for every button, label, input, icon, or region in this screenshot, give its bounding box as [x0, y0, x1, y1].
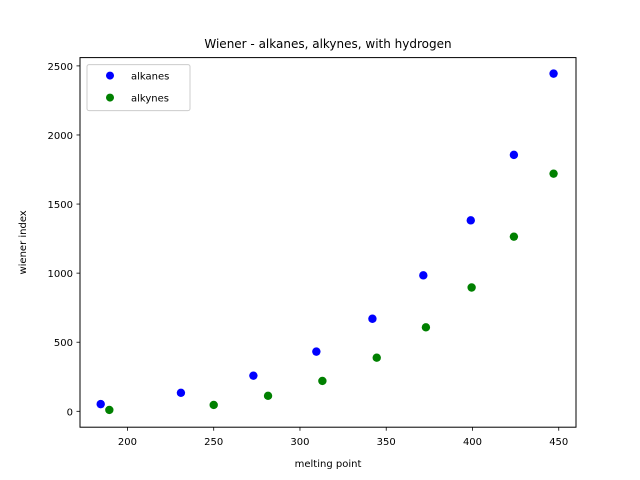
point-alkynes-3: [318, 376, 327, 386]
legend-marker-alkanes: [106, 71, 114, 80]
point-alkanes-3: [312, 347, 321, 356]
y-tick-label: 2000: [48, 131, 73, 142]
point-alkanes-5: [419, 271, 428, 280]
legend-marker-alkynes: [106, 93, 114, 102]
point-alkanes-2: [249, 371, 258, 380]
legend-label-alkynes: alkynes: [131, 94, 169, 105]
y-tick-label: 1000: [48, 269, 73, 280]
y-axis-label: wiener index: [18, 210, 29, 274]
data-points: [96, 69, 558, 415]
point-alkynes-2: [263, 391, 273, 401]
x-axis-ticks: 200 250 300 350 400 450: [118, 427, 568, 448]
y-tick-label: 500: [54, 338, 73, 349]
point-alkanes-7: [509, 150, 519, 160]
point-alkynes-4: [372, 353, 381, 362]
x-tick-label: 300: [290, 437, 309, 448]
point-alkynes-0: [105, 405, 114, 415]
y-tick-label: 0: [67, 407, 73, 418]
y-tick-label: 2500: [48, 62, 73, 73]
y-tick-label: 1500: [48, 200, 73, 211]
legend: alkanes alkynes: [86, 64, 191, 112]
point-alkynes-1: [209, 400, 218, 410]
x-tick-label: 400: [463, 437, 482, 448]
point-alkanes-8: [549, 69, 558, 78]
point-alkanes-4: [368, 314, 377, 323]
x-tick-label: 350: [377, 437, 396, 448]
x-tick-label: 250: [204, 437, 223, 448]
point-alkanes-1: [176, 388, 186, 397]
chart-title: Wiener - alkanes, alkynes, with hydrogen: [204, 37, 451, 51]
x-axis-label: melting point: [295, 459, 362, 470]
y-axis-ticks: 0 500 1000 1500 2000 2500: [48, 62, 80, 418]
point-alkynes-6: [467, 283, 476, 292]
point-alkanes-6: [466, 216, 475, 225]
plot-frame: [79, 57, 577, 428]
point-alkynes-5: [421, 323, 431, 332]
point-alkynes-8: [549, 169, 558, 178]
point-alkanes-0: [96, 399, 105, 409]
legend-label-alkanes: alkanes: [131, 72, 169, 83]
point-alkynes-7: [509, 232, 519, 241]
x-tick-label: 450: [549, 437, 568, 448]
x-tick-label: 200: [118, 437, 137, 448]
